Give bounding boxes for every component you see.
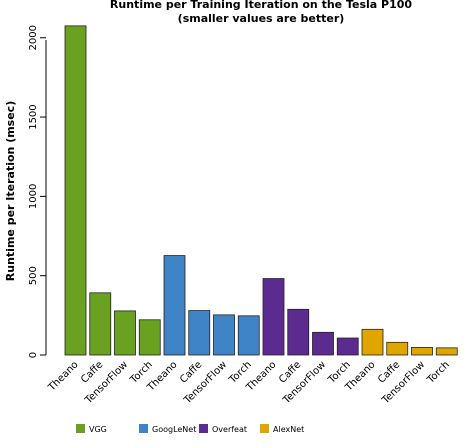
legend-label-alexnet: AlexNet [273, 425, 304, 434]
bar-vgg-theano [64, 25, 87, 356]
legend-swatch-googlenet [139, 424, 148, 433]
category-labels: TheanoCaffeTensorFlowTorchTheanoCaffeTen… [46, 359, 452, 406]
bar-alexnet-torch [435, 347, 458, 356]
bar-vgg-torch [138, 319, 161, 356]
y-axis-label: Runtime per Iteration (msec) [4, 101, 17, 281]
bar-alexnet-caffe [386, 341, 409, 356]
legend-label-vgg: VGG [89, 425, 107, 434]
bar-googlenet-caffe [188, 310, 211, 356]
bar-googlenet-torch [237, 315, 260, 356]
bar-alexnet-tensorflow [411, 346, 433, 356]
bar-overfeat-tensorflow [312, 331, 334, 356]
chart-subtitle: (smaller values are better) [178, 12, 345, 25]
category-label: Torch [425, 359, 452, 386]
y-tick-label: 1500 [28, 104, 39, 129]
legend-swatch-overfeat [199, 424, 208, 433]
legend-swatch-vgg [76, 424, 85, 433]
legend-label-googlenet: GoogLeNet [152, 425, 196, 434]
category-label: Theano [46, 359, 81, 394]
chart-title: Runtime per Training Iteration on the Te… [110, 0, 412, 11]
bar-overfeat-torch [336, 337, 359, 356]
bar-googlenet-theano [163, 255, 186, 356]
y-tick-label: 500 [28, 266, 39, 285]
y-axis-ticks: 0 500 1000 1500 2000 [28, 25, 46, 358]
bar-vgg-tensorflow [114, 310, 136, 356]
y-tick-label: 1000 [28, 184, 39, 209]
bar-alexnet-theano [361, 328, 384, 356]
legend-label-overfeat: Overfeat [212, 425, 247, 434]
y-tick-label: 0 [28, 352, 39, 358]
bar-googlenet-tensorflow [213, 314, 235, 356]
bar-overfeat-caffe [287, 308, 310, 356]
y-tick-label: 2000 [28, 25, 39, 50]
legend-swatch-alexnet [260, 424, 269, 433]
bar-overfeat-theano [262, 278, 285, 356]
legend: VGG GoogLeNet Overfeat AlexNet [76, 424, 304, 434]
bars [64, 25, 458, 356]
bar-vgg-caffe [89, 292, 112, 356]
